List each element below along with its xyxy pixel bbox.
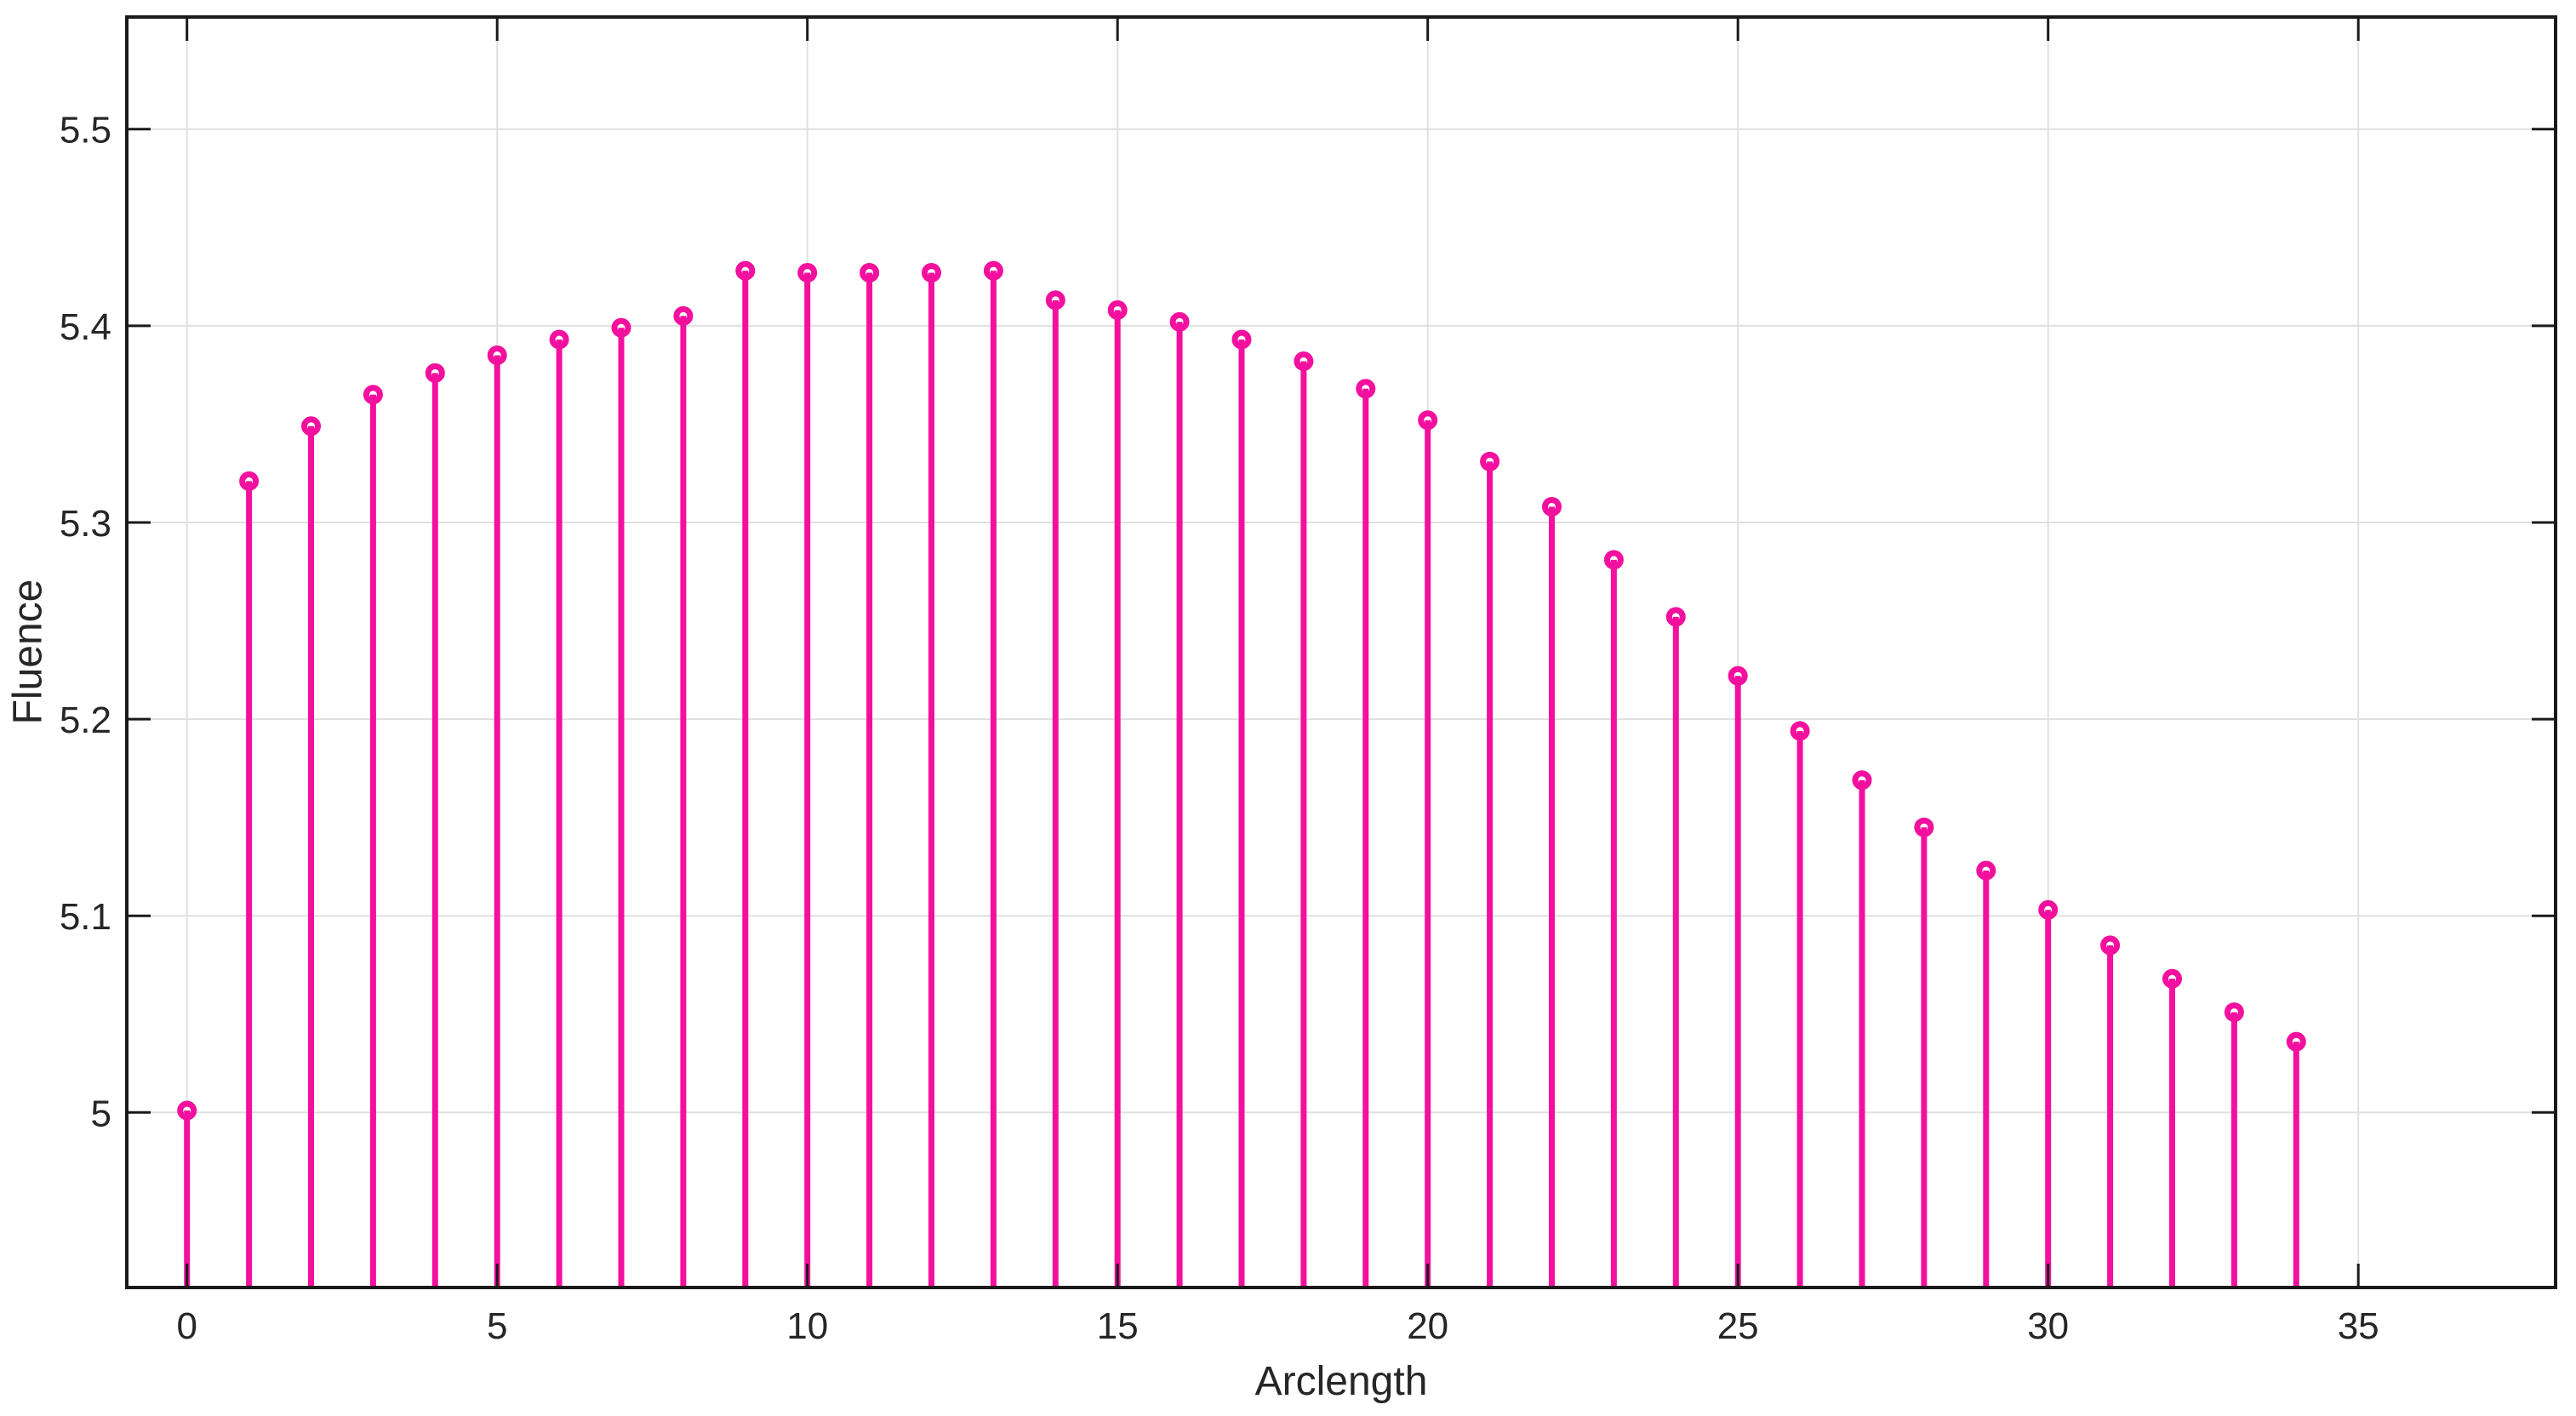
x-tick-label: 5	[487, 1305, 507, 1347]
y-tick-label: 5	[91, 1093, 111, 1134]
plot-border	[125, 15, 2557, 1289]
x-tick-label: 30	[2027, 1305, 2069, 1347]
y-tick-label: 5.1	[60, 896, 111, 938]
x-tick-label: 15	[1097, 1305, 1139, 1347]
x-tick-label: 20	[1407, 1305, 1448, 1347]
x-axis-label: Arclength	[1254, 1359, 1428, 1404]
y-tick-label: 5.2	[60, 699, 111, 741]
x-tick-label: 0	[176, 1305, 197, 1347]
x-tick-label: 35	[2338, 1305, 2379, 1347]
x-tick-label: 10	[786, 1305, 828, 1347]
y-axis-label: Fluence	[5, 579, 51, 725]
x-tick-label: 25	[1717, 1305, 1759, 1347]
y-tick-label: 5.4	[60, 306, 111, 348]
y-tick-label: 5.5	[60, 110, 111, 151]
y-tick-label: 5.3	[60, 503, 111, 545]
